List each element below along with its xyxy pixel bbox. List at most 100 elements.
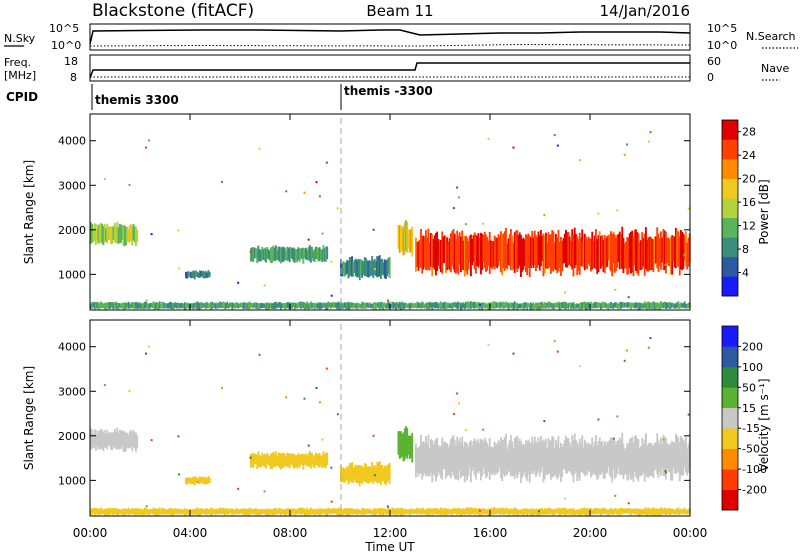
velocity-echo-cell (658, 508, 661, 516)
velocity-echo-cell (91, 507, 94, 515)
velocity-echo-cell (506, 508, 509, 514)
velocity-echo-cell (337, 507, 340, 515)
power-echo-cell (542, 303, 545, 309)
power-echo-cell (515, 230, 517, 269)
velocity-echo-cell (530, 443, 532, 474)
power-echo-cell (105, 228, 107, 242)
power-echo-cell (255, 302, 257, 309)
velocity-echo-cell (302, 508, 305, 515)
power-echo-cell (636, 232, 639, 274)
power-echo-cell (370, 303, 372, 309)
velocity-echo-cell (642, 509, 645, 515)
velocity-echo-cell (382, 468, 385, 482)
power-echo-cell (606, 236, 609, 267)
velocity-echo-cell (340, 507, 342, 515)
power-echo-cell (355, 303, 357, 309)
power-echo-cell (136, 302, 139, 310)
power-colorbar-swatch (722, 256, 738, 277)
velocity-echo-cell (476, 441, 479, 472)
power-echo-cell (563, 301, 566, 309)
velocity-echo-cell (123, 431, 126, 453)
velocity-echo-cell (497, 508, 500, 514)
beam-title: Beam 11 (366, 2, 433, 20)
power-scatter-echo (386, 299, 389, 302)
velocity-echo-cell (500, 437, 502, 479)
velocity-echo-cell (268, 509, 271, 515)
power-echo-cell (480, 232, 482, 275)
velocity-echo-cell (215, 509, 217, 515)
power-echo-cell (252, 247, 255, 262)
velocity-echo-cell (541, 442, 544, 468)
velocity-echo-cell (312, 509, 315, 514)
power-echo-cell (358, 259, 361, 281)
power-echo-cell (521, 303, 524, 309)
power-echo-cell (565, 302, 567, 310)
velocity-echo-cell (262, 509, 265, 514)
velocity-echo-cell (525, 508, 527, 514)
velocity-echo-cell (602, 445, 605, 478)
power-echo-cell (648, 236, 651, 271)
velocity-scatter-echo (664, 471, 667, 474)
power-echo-cell (675, 303, 677, 309)
power-colorbar-label: Power [dB] (757, 179, 771, 244)
power-scatter-echo (649, 131, 652, 134)
cpid-label: CPID (6, 90, 38, 104)
power-echo-cell (315, 302, 317, 308)
power-echo-cell (622, 237, 625, 274)
velocity-echo-cell (601, 507, 604, 515)
colorbar-tick-label: 4 (742, 267, 749, 280)
colorbar-tick-label: 28 (742, 126, 756, 139)
velocity-echo-cell (518, 438, 521, 472)
power-echo-cell (645, 303, 647, 309)
velocity-echo-cell (357, 464, 360, 484)
velocity-echo-cell (258, 509, 261, 515)
freq-tick-bottom: 8 (70, 71, 77, 84)
velocity-echo-cell (458, 438, 461, 471)
power-echo-cell (511, 303, 514, 308)
power-scatter-echo (578, 159, 581, 162)
velocity-echo-cell (571, 435, 574, 476)
velocity-echo-cell (561, 508, 564, 515)
velocity-echo-cell (322, 508, 325, 514)
power-echo-cell (373, 302, 376, 309)
velocity-echo-cell (566, 509, 569, 514)
power-echo-cell (376, 302, 379, 308)
velocity-echo-cell (442, 442, 445, 470)
velocity-echo-cell (595, 435, 597, 476)
velocity-echo-cell (296, 455, 299, 469)
velocity-echo-cell (420, 509, 422, 515)
velocity-echo-cell (387, 507, 390, 515)
power-echo-cell (333, 302, 336, 308)
velocity-echo-cell (522, 443, 525, 476)
power-echo-cell (363, 257, 366, 276)
velocity-echo-cell (542, 509, 545, 515)
power-echo-cell (373, 259, 376, 275)
velocity-echo-cell (576, 442, 579, 482)
velocity-echo-cell (630, 438, 632, 480)
velocity-echo-cell (591, 437, 594, 476)
power-echo-cell (286, 246, 289, 261)
velocity-echo-cell (472, 507, 475, 515)
velocity-echo-cell (622, 443, 625, 480)
velocity-echo-cell (295, 455, 297, 467)
power-echo-cell (565, 229, 567, 268)
velocity-echo-cell (320, 508, 322, 515)
power-echo-cell (612, 232, 615, 264)
velocity-echo-cell (292, 453, 295, 468)
velocity-echo-cell (146, 508, 149, 515)
velocity-echo-cell (107, 507, 110, 516)
velocity-echo-cell (400, 508, 402, 516)
power-echo-cell (592, 240, 595, 268)
power-echo-cell (423, 304, 426, 309)
velocity-echo-cell (251, 453, 254, 467)
power-echo-cell (101, 302, 104, 308)
power-echo-cell (295, 249, 297, 261)
power-scatter-echo (487, 137, 490, 140)
velocity-echo-cell (275, 507, 277, 515)
power-echo-cell (656, 227, 659, 269)
power-echo-cell (542, 233, 545, 277)
power-echo-cell (310, 301, 312, 309)
power-scatter-echo (177, 229, 180, 232)
velocity-echo-cell (535, 508, 537, 515)
power-echo-cell (216, 302, 219, 308)
